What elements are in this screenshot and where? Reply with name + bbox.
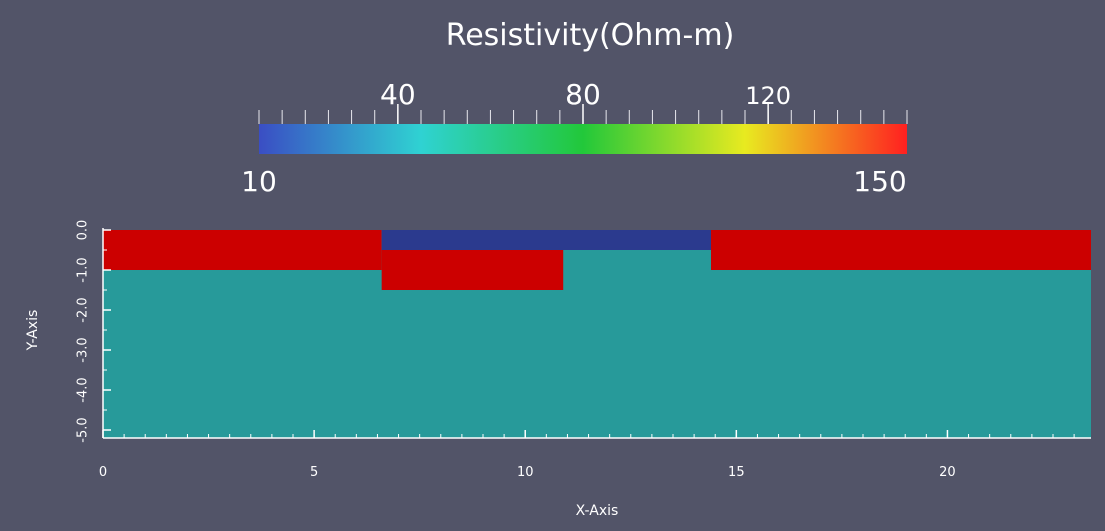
colorbar-max-label: 150 [853, 165, 906, 198]
axes: 0 5 10 15 20 0.0 -1.0 -2.0 -3.0 -4.0 -5.0 [76, 220, 1091, 480]
model-regions [103, 230, 1091, 438]
x-tick-label: 20 [939, 465, 956, 480]
colorbar-major-label: 80 [565, 78, 601, 111]
colorbar-title: Resistivity(Ohm-m) [446, 18, 735, 53]
y-tick-label: -3.0 [76, 337, 91, 362]
y-tick-label: 0.0 [76, 220, 91, 241]
colorbar-major-label: 120 [745, 82, 791, 110]
y-tick-label: -1.0 [76, 257, 91, 282]
x-tick-label: 10 [517, 465, 534, 480]
region-middle-lower [381, 250, 564, 290]
y-tick-label: -4.0 [76, 377, 91, 402]
x-tick-label: 0 [99, 465, 107, 480]
colorbar-gradient [259, 124, 907, 154]
x-tick-label: 5 [310, 465, 318, 480]
colorbar-min-label: 10 [241, 165, 277, 198]
colorbar-major-label: 40 [380, 78, 416, 111]
y-tick-label: -2.0 [76, 297, 91, 322]
region-middle-surface [381, 230, 711, 250]
x-tick-label: 15 [728, 465, 745, 480]
colorbar: Resistivity(Ohm-m) 40 80 120 10 150 [241, 18, 908, 198]
y-axis-label: Y-Axis [25, 310, 41, 352]
x-axis-label: X-Axis [576, 503, 619, 519]
colorbar-major-labels: 40 80 120 [380, 78, 791, 124]
y-axis-ticks: 0.0 -1.0 -2.0 -3.0 -4.0 -5.0 [76, 220, 111, 443]
region-left-surface [103, 230, 382, 270]
x-axis-ticks: 0 5 10 15 20 [99, 430, 1075, 480]
y-tick-label: -5.0 [76, 417, 91, 442]
region-right-surface [711, 230, 1091, 270]
